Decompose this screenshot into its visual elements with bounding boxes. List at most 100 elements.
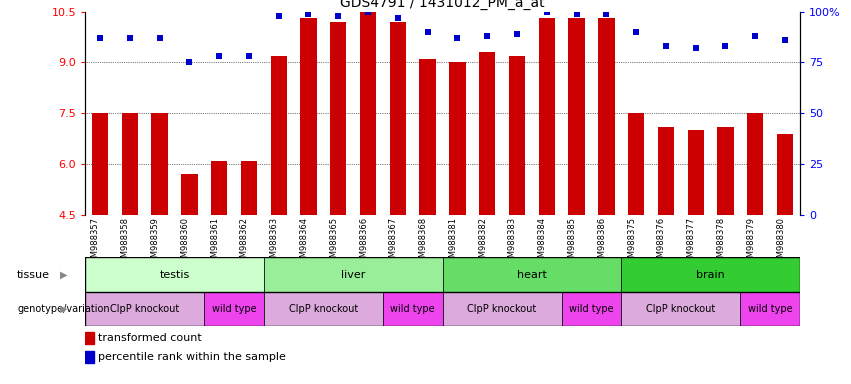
Text: wild type: wild type xyxy=(569,304,614,314)
Text: testis: testis xyxy=(159,270,190,280)
Bar xyxy=(621,292,740,326)
Point xyxy=(450,35,464,41)
Text: GSM988384: GSM988384 xyxy=(538,217,546,268)
Point xyxy=(271,13,285,19)
Bar xyxy=(658,127,674,215)
Text: GSM988364: GSM988364 xyxy=(300,217,308,268)
Bar xyxy=(568,18,585,215)
Bar xyxy=(241,161,257,215)
Bar xyxy=(181,174,197,215)
Point xyxy=(182,59,196,65)
Bar xyxy=(151,113,168,215)
Bar xyxy=(330,22,346,215)
Point xyxy=(748,33,762,39)
Text: ClpP knockout: ClpP knockout xyxy=(110,304,180,314)
Bar xyxy=(539,18,555,215)
Bar xyxy=(300,18,317,215)
Point xyxy=(153,35,167,41)
Text: GSM988366: GSM988366 xyxy=(359,217,368,268)
Text: ClpP knockout: ClpP knockout xyxy=(467,304,537,314)
Text: GSM988375: GSM988375 xyxy=(627,217,636,268)
Text: GSM988385: GSM988385 xyxy=(568,217,577,268)
Bar xyxy=(92,113,108,215)
Text: GSM988359: GSM988359 xyxy=(151,217,160,268)
Text: GSM988362: GSM988362 xyxy=(240,217,248,268)
Bar xyxy=(264,257,443,292)
Point xyxy=(659,43,672,49)
Text: GSM988378: GSM988378 xyxy=(717,217,725,268)
Bar xyxy=(271,56,287,215)
Text: GSM988382: GSM988382 xyxy=(478,217,487,268)
Point xyxy=(331,13,345,19)
Text: GSM988380: GSM988380 xyxy=(776,217,785,268)
Bar xyxy=(443,292,562,326)
Bar xyxy=(740,292,800,326)
Text: ClpP knockout: ClpP knockout xyxy=(288,304,358,314)
Point xyxy=(480,33,494,39)
Text: GSM988357: GSM988357 xyxy=(91,217,100,268)
Bar xyxy=(747,113,763,215)
Bar xyxy=(85,351,94,363)
Text: wild type: wild type xyxy=(391,304,435,314)
Bar xyxy=(204,292,264,326)
Bar xyxy=(509,56,525,215)
Bar xyxy=(449,62,465,215)
Bar xyxy=(717,127,734,215)
Point xyxy=(599,10,613,17)
Bar xyxy=(211,161,227,215)
Point xyxy=(301,10,315,17)
Bar xyxy=(443,257,621,292)
Bar xyxy=(122,113,138,215)
Text: wild type: wild type xyxy=(748,304,792,314)
Bar xyxy=(479,52,495,215)
Point xyxy=(361,8,374,15)
Bar xyxy=(777,134,793,215)
Bar xyxy=(628,113,644,215)
Text: GSM988367: GSM988367 xyxy=(389,217,397,268)
Bar xyxy=(562,292,621,326)
Bar xyxy=(420,59,436,215)
Text: GSM988361: GSM988361 xyxy=(210,217,220,268)
Title: GDS4791 / 1431012_PM_a_at: GDS4791 / 1431012_PM_a_at xyxy=(340,0,545,10)
Bar xyxy=(360,12,376,215)
Bar xyxy=(85,332,94,344)
Text: GSM988358: GSM988358 xyxy=(121,217,129,268)
Bar xyxy=(390,22,406,215)
Text: percentile rank within the sample: percentile rank within the sample xyxy=(98,352,286,362)
Text: ▶: ▶ xyxy=(60,270,67,280)
Text: brain: brain xyxy=(696,270,725,280)
Point xyxy=(688,45,702,51)
Text: GSM988376: GSM988376 xyxy=(657,217,665,268)
Text: GSM988377: GSM988377 xyxy=(687,217,695,268)
Point xyxy=(242,53,255,60)
Text: transformed count: transformed count xyxy=(98,333,202,343)
Point xyxy=(629,29,643,35)
Text: ▶: ▶ xyxy=(60,304,67,314)
Point xyxy=(718,43,732,49)
Point xyxy=(420,29,434,35)
Point xyxy=(212,53,226,60)
Point xyxy=(510,31,523,37)
Text: GSM988360: GSM988360 xyxy=(180,217,189,268)
Text: GSM988386: GSM988386 xyxy=(597,217,606,268)
Point xyxy=(123,35,136,41)
Point xyxy=(569,10,583,17)
Bar xyxy=(598,18,614,215)
Text: ClpP knockout: ClpP knockout xyxy=(646,304,716,314)
Bar xyxy=(688,130,704,215)
Point xyxy=(94,35,107,41)
Bar xyxy=(85,292,204,326)
Point xyxy=(778,37,791,43)
Point xyxy=(391,15,404,21)
Text: genotype/variation: genotype/variation xyxy=(17,304,110,314)
Bar xyxy=(621,257,800,292)
Bar xyxy=(264,292,383,326)
Bar xyxy=(85,257,264,292)
Text: GSM988383: GSM988383 xyxy=(508,217,517,268)
Text: GSM988363: GSM988363 xyxy=(270,217,278,268)
Text: wild type: wild type xyxy=(212,304,256,314)
Bar xyxy=(383,292,443,326)
Text: GSM988368: GSM988368 xyxy=(419,217,427,268)
Point xyxy=(540,8,553,15)
Text: GSM988365: GSM988365 xyxy=(329,217,338,268)
